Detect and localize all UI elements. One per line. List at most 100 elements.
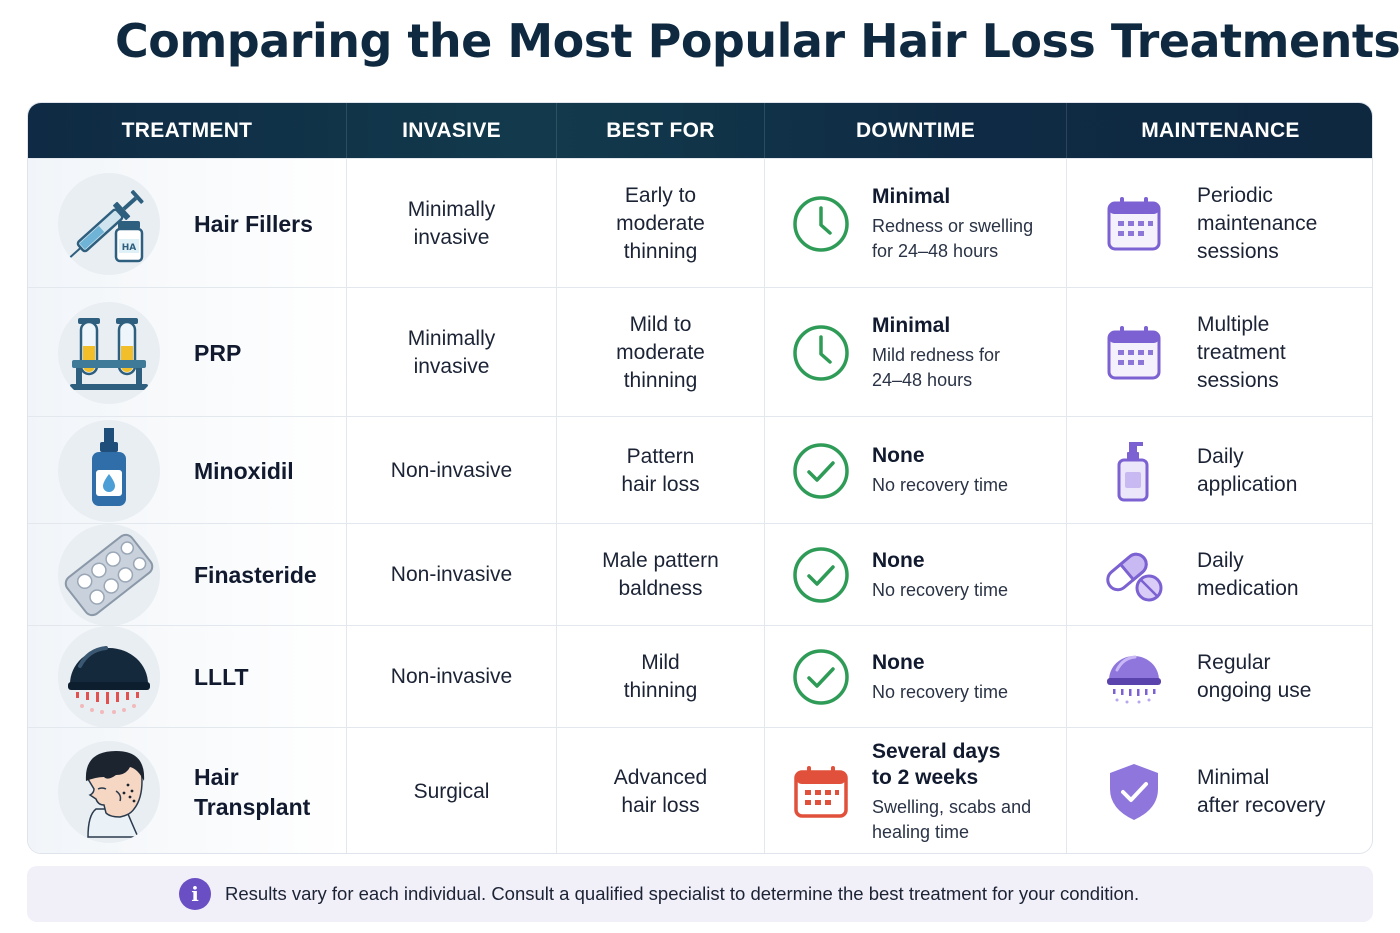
best-for-line: Male pattern [602,549,719,572]
treatment-name-line: Minoxidil [194,457,294,484]
downtime-detail-line: Mild redness for [872,344,1001,365]
calendar-icon [1103,322,1165,384]
treatment-name-line: Hair Fillers [194,210,313,237]
invasive-line: invasive [413,225,490,249]
cell-best-for: Pattern hair loss [557,417,765,523]
downtime-title-line: Minimal [872,313,951,337]
dropper-bottle-icon [58,419,160,522]
downtime-detail-line: Redness or swelling [872,215,1034,236]
invasive-line: Minimally [407,197,496,221]
treatment-name: Hair Fillers [194,209,313,239]
cell-invasive: Non-invasive [347,524,557,625]
cell-best-for: Mild to moderate thinning [557,288,765,416]
table-row: Hair Transplant Surgical Advanced hair loss … [28,727,1372,853]
clock-icon [791,323,851,383]
downtime-detail-line: No recovery time [872,681,1009,702]
cell-maintenance: Daily medication [1067,524,1372,625]
cell-invasive: Non-invasive [347,417,557,523]
downtime-title-line: Several days [872,740,1001,763]
invasive-line: Non-invasive [390,665,513,688]
treatment-name: Finasteride [194,560,317,590]
best-for-text: Mild to moderate thinning [557,311,764,395]
pill-blister-icon [58,524,160,626]
table-row: Minoxidil Non-invasive Pattern hair loss No… [28,416,1372,523]
invasive-text: Non-invasive [347,663,556,691]
treatment-name: PRP [194,338,241,368]
treatment-name: LLLT [194,662,249,692]
invasive-text: Minimally invasive [347,196,556,252]
clock-icon [791,194,851,254]
downtime-detail: Redness or swelling for 24–48 hours [872,214,1062,264]
best-for-text: Mild thinning [557,649,764,705]
table-row: HA Hair Fillers Minimally invasive Early to… [28,158,1372,287]
svg-text:HA: HA [122,243,137,253]
downtime-detail: No recovery time [872,473,1062,498]
table-header: TREATMENT INVASIVE BEST FOR DOWNTIME MAINTEN… [28,103,1372,158]
invasive-text: Non-invasive [347,561,556,589]
downtime-detail: Swelling, scabs and healing time [872,795,1062,845]
downtime-title-line: None [872,650,925,674]
downtime-detail-line: No recovery time [872,579,1009,600]
best-for-line: thinning [623,679,698,702]
best-for-line: Early to [624,183,697,207]
page-title: Comparing the Most Popular Hair Loss Tre… [115,14,1400,68]
maintenance-text: Minimal after recovery [1197,764,1367,820]
maintenance-line: Periodic [1197,183,1273,207]
best-for-line: moderate [616,211,705,235]
cell-downtime: None No recovery time [765,524,1067,625]
column-header-treatment: TREATMENT [28,103,347,158]
best-for-line: thinning [623,368,698,392]
downtime-detail-line: Swelling, scabs and [872,797,1032,817]
best-for-text: Early to moderate thinning [557,182,764,266]
downtime-detail-line: for 24–48 hours [872,240,999,261]
best-for-line: hair loss [621,472,700,496]
cell-treatment: Hair Transplant [28,728,347,853]
table-row: Finasteride Non-invasive Male pattern baldn… [28,523,1372,626]
cell-maintenance: Minimal after recovery [1067,728,1372,853]
cell-invasive: Minimally invasive [347,159,557,287]
downtime-detail: No recovery time [872,680,1062,705]
maintenance-line: Minimal [1197,766,1270,789]
comparison-table: TREATMENT INVASIVE BEST FOR DOWNTIME MAINTEN… [27,102,1373,854]
cell-downtime: None No recovery time [765,417,1067,523]
best-for-line: Advanced [613,766,708,789]
maintenance-text: Multiple treatment sessions [1197,311,1367,395]
treatment-name-line: Hair [194,764,239,790]
downtime-detail: No recovery time [872,578,1062,603]
disclaimer-note: i Results vary for each individual. Cons… [27,866,1373,922]
downtime-title: Several days to 2 weeks [872,739,1000,791]
invasive-line: Surgical [413,780,490,803]
capsule-pill-icon [1103,544,1165,606]
treatment-name-line: LLLT [194,664,249,690]
maintenance-line: sessions [1197,239,1279,263]
cell-treatment: Finasteride [28,524,347,626]
downtime-title: Minimal [872,184,950,210]
shield-check-icon [1103,761,1165,823]
best-for-line: Mild to [629,312,692,336]
column-header-invasive: INVASIVE [347,103,557,158]
maintenance-line: after recovery [1197,794,1326,817]
table-row: LLLT Non-invasive Mild thinning None No reco… [28,625,1372,728]
best-for-text: Advanced hair loss [557,764,764,820]
downtime-title: None [872,548,925,574]
maintenance-line: treatment [1197,340,1286,364]
cell-invasive: Minimally invasive [347,288,557,416]
maintenance-line: Regular [1197,651,1271,674]
info-icon: i [179,878,211,910]
maintenance-line: ongoing use [1197,679,1312,702]
best-for-text: Male pattern baldness [557,547,764,603]
treatment-name-line: Finasteride [194,562,317,588]
cell-best-for: Early to moderate thinning [557,159,765,287]
check-circle-icon [791,441,851,501]
downtime-title-line: None [872,444,925,467]
check-circle-icon [791,545,851,605]
maintenance-line: medication [1197,577,1299,600]
best-for-line: Mild [641,651,680,674]
invasive-line: Non-invasive [390,458,513,482]
column-header-best-for: BEST FOR [557,103,765,158]
maintenance-text: Regular ongoing use [1197,649,1367,705]
cell-best-for: Advanced hair loss [557,728,765,853]
invasive-text: Minimally invasive [347,325,556,381]
head-profile-icon [58,741,160,843]
downtime-title: None [872,650,925,676]
